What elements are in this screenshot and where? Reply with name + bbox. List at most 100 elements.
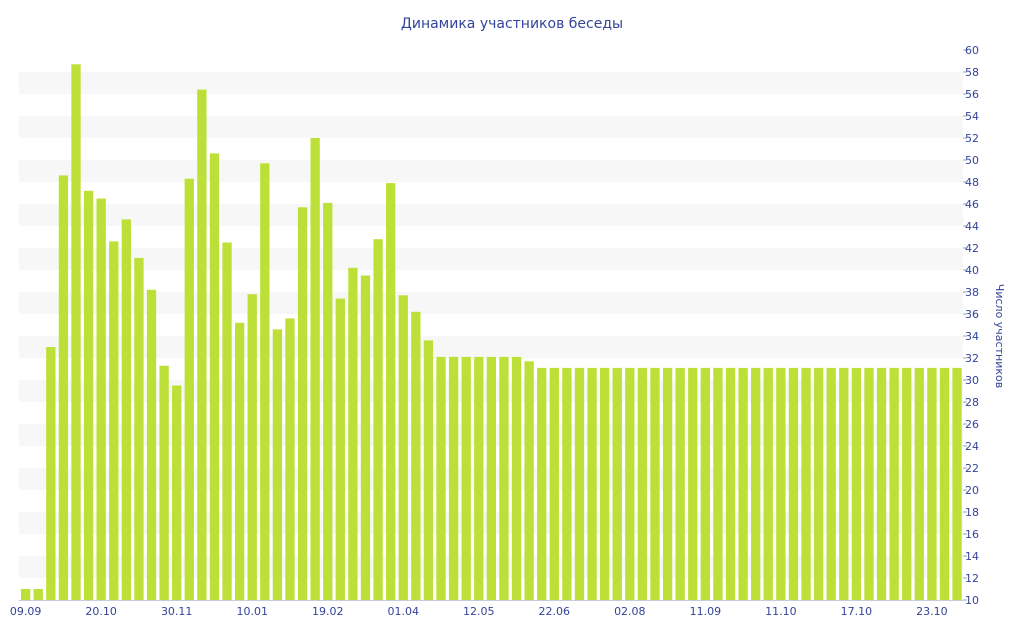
bar [776,367,786,600]
bar [423,340,434,600]
bar [21,589,31,600]
bar [172,385,182,600]
bar [272,329,283,600]
x-tick-label: 11.10 [765,605,797,618]
bar [360,275,371,600]
bar [801,367,811,600]
y-tick-label: 40 [965,264,979,277]
x-tick-label: 22.06 [539,605,571,618]
bar [436,356,446,600]
bar [209,153,220,600]
bar [386,183,396,600]
bar [448,356,459,600]
bar [889,367,899,600]
grid-band [19,116,963,138]
bar [222,242,232,600]
bar [71,64,81,601]
bar [675,367,685,600]
bar [537,367,547,600]
bar [751,367,761,600]
bar [247,294,257,600]
bar-series [21,64,962,601]
y-tick-label: 18 [965,506,979,519]
bar [851,367,862,600]
bar [876,367,887,600]
y-tick-label: 16 [965,528,979,541]
bar [939,367,950,600]
bar [109,241,119,600]
bar [562,367,572,600]
bar [713,367,723,600]
bar [373,239,383,600]
bar [927,367,937,600]
x-tick-label: 19.02 [312,605,344,618]
bar [323,202,333,600]
x-tick-label: 09.09 [10,605,42,618]
x-tick-label: 30.11 [161,605,193,618]
bar [411,311,421,600]
y-tick-label: 34 [965,330,979,343]
bar [650,367,660,600]
bar [738,367,748,600]
y-tick-label: 54 [965,110,979,123]
bar [902,367,912,600]
bar [58,175,69,600]
bar [637,367,648,600]
chart-title: Динамика участников беседы [401,16,623,32]
y-tick-label: 24 [965,440,979,453]
y-axis-ticks: 10 12 14 16 18 20 22 24 26 28 30 32 34 36 38 40 42 44 46 48… [963,44,979,607]
y-tick-label: 14 [965,550,979,563]
x-tick-label: 20.10 [85,605,117,618]
bar [511,356,522,600]
bar [826,367,836,600]
bar [549,367,559,600]
grid-band [19,204,963,226]
bar [234,322,245,600]
bar [839,367,849,600]
bar [524,361,534,600]
x-tick-label: 11.09 [690,605,722,618]
y-tick-label: 28 [965,396,979,409]
bar [310,138,320,600]
y-tick-label: 22 [965,462,979,475]
bar [599,367,610,600]
x-tick-label: 17.10 [841,605,873,618]
grid-band [19,160,963,182]
bar [587,367,597,600]
y-tick-label: 44 [965,220,979,233]
bar [335,298,345,600]
bar [625,367,635,600]
bar [662,367,673,600]
bar [486,356,497,600]
bar [348,267,358,600]
bar [952,367,962,600]
x-axis-ticks: 09.09 20.10 30.11 10.01 19.02 01.04 12.05 22.06… [10,600,963,618]
bar [134,257,144,600]
y-tick-label: 46 [965,198,979,211]
bar [574,367,585,600]
bar [398,295,408,600]
y-tick-label: 38 [965,286,979,299]
y-tick-label: 10 [965,594,979,607]
bar [461,356,471,600]
bar [159,365,169,600]
bar [285,318,295,600]
y-tick-label: 56 [965,88,979,101]
bar [96,198,106,600]
bar [33,589,43,600]
bar [864,367,874,600]
x-tick-label: 12.05 [463,605,495,618]
bar [83,190,94,601]
y-tick-label: 58 [965,66,979,79]
y-tick-label: 52 [965,132,979,145]
grid-band [19,336,963,358]
x-tick-label: 01.04 [388,605,420,618]
grid-band [19,292,963,314]
bar [474,356,484,600]
bar [725,367,736,600]
bar [813,367,824,600]
bar [763,367,773,600]
y-tick-label: 26 [965,418,979,431]
x-tick-label: 10.01 [236,605,268,618]
